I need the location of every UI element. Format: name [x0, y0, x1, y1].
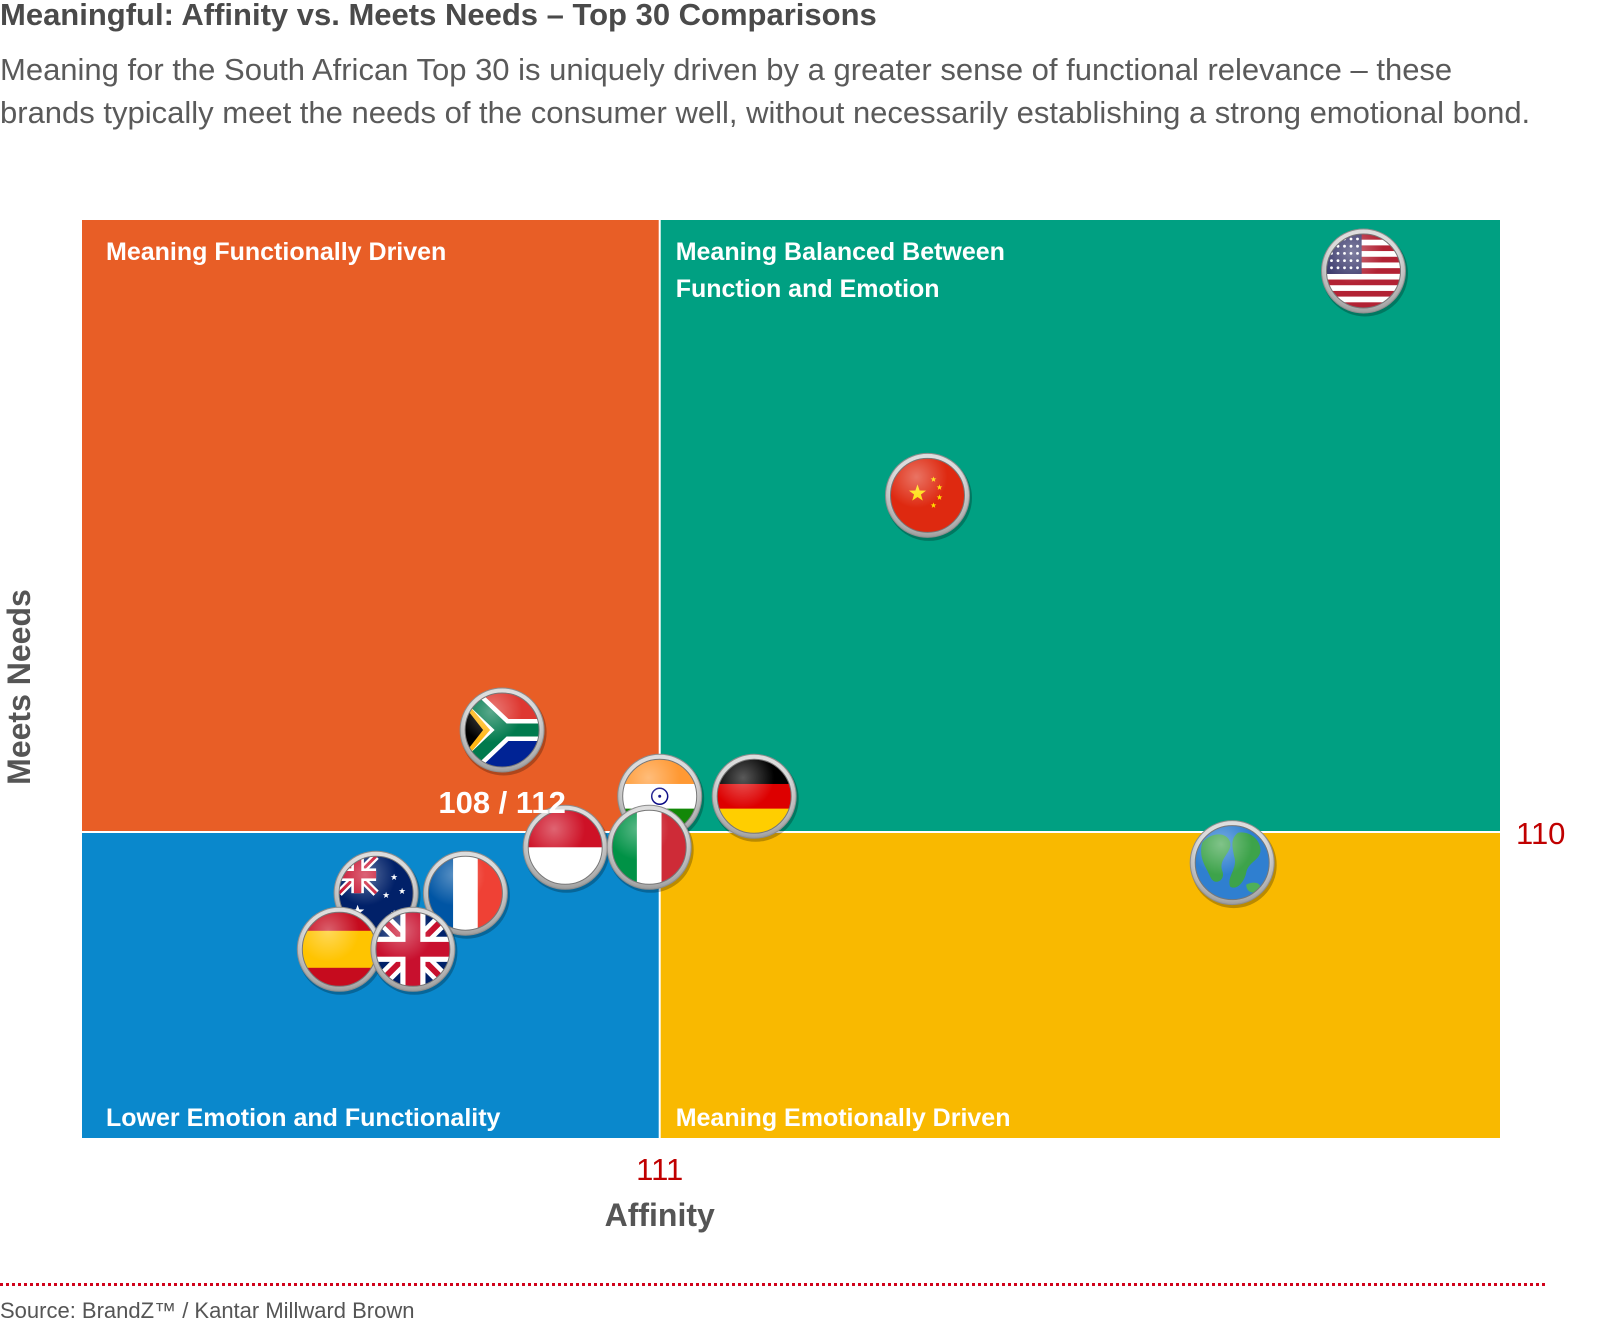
quadrant-chart: United StatesChinaSouth AfricaIndiaGerma…	[1, 220, 1565, 1233]
quadrant-label-top-right: Meaning Balanced Between	[676, 238, 1005, 266]
x-reference-label: 111	[636, 1152, 683, 1187]
marker-za: South Africa	[459, 687, 547, 776]
quadrant-bottom-right	[659, 832, 1500, 1138]
marker-de: Germany	[711, 753, 799, 842]
y-axis-title: Meets Needs	[1, 589, 37, 785]
marker-it: Italy	[606, 804, 694, 893]
quadrant-label-top-left: Meaning Functionally Driven	[106, 238, 446, 266]
quadrant-top-left	[82, 220, 660, 832]
quadrant-label-top-right: Function and Emotion	[676, 275, 940, 303]
marker-fr: France	[422, 850, 510, 939]
y-reference-label: 110	[1516, 816, 1565, 851]
chart-subtitle: Meaning for the South African Top 30 is …	[0, 52, 1531, 130]
quadrant-label-bottom-left: Lower Emotion and Functionality	[106, 1104, 501, 1132]
marker-gb: United Kingdom	[370, 906, 458, 995]
point-label-za: 108 / 112	[438, 785, 566, 820]
marker-cn: China	[885, 452, 972, 541]
marker-id: Indonesia	[522, 804, 610, 893]
x-axis-title: Affinity	[605, 1197, 715, 1233]
quadrant-label-bottom-right: Meaning Emotionally Driven	[676, 1104, 1011, 1132]
quadrant-top-right	[659, 220, 1500, 832]
marker-us: United States	[1321, 228, 1408, 317]
source-note: Source: BrandZ™ / Kantar Millward Brown	[0, 1298, 415, 1323]
chart-title: Meaningful: Affinity vs. Meets Needs – T…	[0, 0, 877, 32]
marker-es: Spain	[296, 906, 384, 995]
marker-globe: Global	[1189, 820, 1277, 909]
footer-divider	[0, 1283, 1545, 1286]
